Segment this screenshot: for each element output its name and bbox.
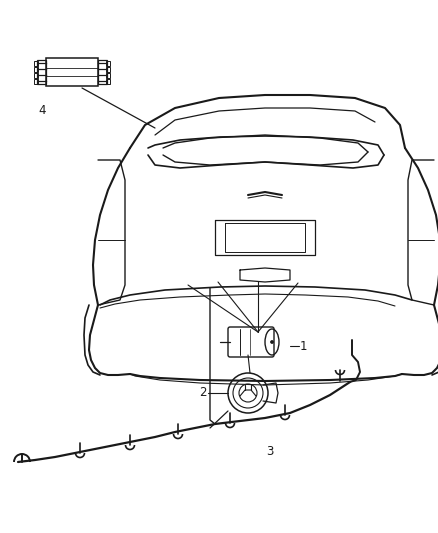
Bar bbox=[106, 78, 110, 84]
Bar bbox=[106, 67, 110, 71]
Bar bbox=[34, 61, 38, 66]
Text: 4: 4 bbox=[38, 104, 46, 117]
Text: 1: 1 bbox=[300, 341, 307, 353]
Bar bbox=[34, 78, 38, 84]
Bar bbox=[98, 60, 107, 84]
Bar bbox=[34, 67, 38, 71]
Bar bbox=[34, 72, 38, 77]
Ellipse shape bbox=[271, 341, 273, 343]
Text: 3: 3 bbox=[266, 445, 274, 458]
Bar bbox=[46, 58, 98, 86]
Bar bbox=[37, 60, 46, 84]
Text: 2: 2 bbox=[199, 386, 207, 400]
Bar bbox=[106, 61, 110, 66]
Bar bbox=[106, 72, 110, 77]
